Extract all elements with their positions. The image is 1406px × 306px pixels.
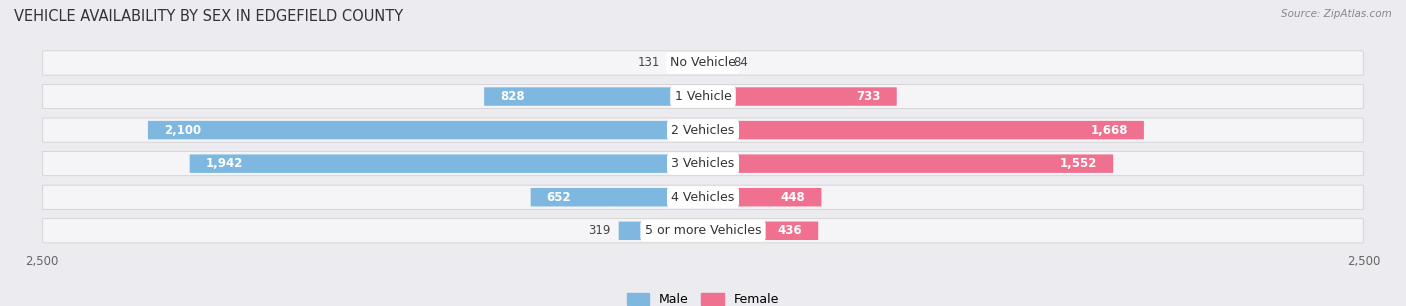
FancyBboxPatch shape — [703, 121, 1144, 139]
FancyBboxPatch shape — [668, 54, 703, 72]
Text: 436: 436 — [778, 224, 803, 237]
FancyBboxPatch shape — [42, 84, 1364, 109]
Text: 5 or more Vehicles: 5 or more Vehicles — [645, 224, 761, 237]
Text: 1,552: 1,552 — [1060, 157, 1097, 170]
Text: No Vehicle: No Vehicle — [671, 57, 735, 69]
FancyBboxPatch shape — [619, 222, 703, 240]
Text: VEHICLE AVAILABILITY BY SEX IN EDGEFIELD COUNTY: VEHICLE AVAILABILITY BY SEX IN EDGEFIELD… — [14, 9, 404, 24]
FancyBboxPatch shape — [42, 51, 1364, 75]
Text: 2,100: 2,100 — [163, 124, 201, 136]
Text: 4 Vehicles: 4 Vehicles — [672, 191, 734, 204]
Text: 1,942: 1,942 — [205, 157, 243, 170]
FancyBboxPatch shape — [42, 118, 1364, 142]
FancyBboxPatch shape — [148, 121, 703, 139]
Text: 2 Vehicles: 2 Vehicles — [672, 124, 734, 136]
Text: 319: 319 — [588, 224, 610, 237]
Text: 3 Vehicles: 3 Vehicles — [672, 157, 734, 170]
FancyBboxPatch shape — [42, 219, 1364, 243]
FancyBboxPatch shape — [42, 185, 1364, 209]
Legend: Male, Female: Male, Female — [621, 288, 785, 306]
Text: 84: 84 — [733, 57, 748, 69]
Text: 131: 131 — [638, 57, 661, 69]
FancyBboxPatch shape — [484, 87, 703, 106]
Text: 448: 448 — [780, 191, 806, 204]
FancyBboxPatch shape — [703, 54, 725, 72]
Text: 1,668: 1,668 — [1091, 124, 1128, 136]
FancyBboxPatch shape — [530, 188, 703, 207]
Text: 652: 652 — [547, 191, 571, 204]
Text: 733: 733 — [856, 90, 882, 103]
FancyBboxPatch shape — [190, 155, 703, 173]
FancyBboxPatch shape — [703, 87, 897, 106]
FancyBboxPatch shape — [703, 188, 821, 207]
Text: 828: 828 — [501, 90, 524, 103]
Text: Source: ZipAtlas.com: Source: ZipAtlas.com — [1281, 9, 1392, 19]
FancyBboxPatch shape — [703, 155, 1114, 173]
FancyBboxPatch shape — [42, 151, 1364, 176]
FancyBboxPatch shape — [703, 222, 818, 240]
Text: 1 Vehicle: 1 Vehicle — [675, 90, 731, 103]
